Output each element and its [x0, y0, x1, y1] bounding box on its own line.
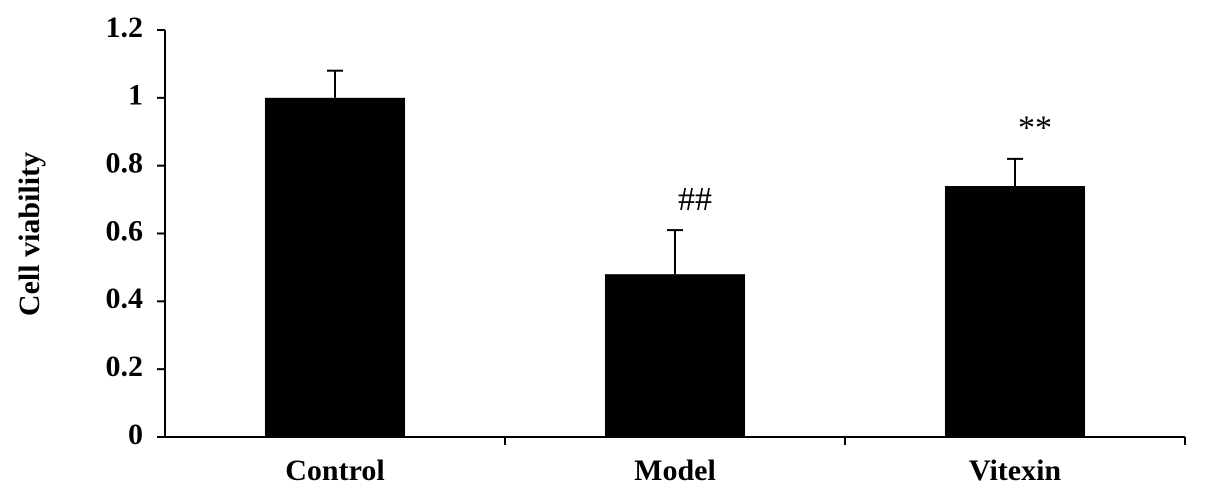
- y-tick-label: 0.4: [106, 282, 144, 315]
- y-tick-label: 0: [128, 418, 143, 451]
- bar: [264, 97, 406, 437]
- x-tick-label: Model: [634, 454, 716, 487]
- y-tick-label: 1.2: [106, 11, 144, 44]
- x-tick-label: Control: [285, 454, 384, 487]
- y-tick-label: 1: [128, 79, 143, 112]
- x-tick-label: Vitexin: [969, 454, 1062, 487]
- y-tick-label: 0.8: [106, 147, 144, 180]
- bar: [944, 186, 1086, 437]
- y-tick-label: 0.2: [106, 350, 144, 383]
- y-axis-label: Cell viability: [13, 152, 46, 316]
- significance-label: **: [1018, 110, 1052, 147]
- significance-label: ##: [678, 181, 712, 218]
- bar: [604, 274, 746, 437]
- y-tick-label: 0.6: [106, 214, 144, 247]
